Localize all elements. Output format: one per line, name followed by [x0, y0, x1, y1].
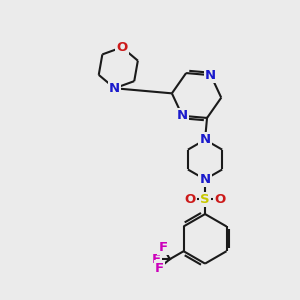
Text: N: N [200, 133, 211, 146]
Text: O: O [116, 41, 128, 54]
Text: O: O [184, 193, 196, 206]
Text: N: N [109, 82, 120, 95]
Text: N: N [177, 109, 188, 122]
Text: S: S [200, 193, 210, 206]
Text: F: F [158, 241, 167, 254]
Text: O: O [214, 193, 226, 206]
Text: N: N [200, 173, 211, 186]
Text: F: F [152, 253, 160, 266]
Text: N: N [205, 69, 216, 82]
Text: F: F [155, 262, 164, 275]
